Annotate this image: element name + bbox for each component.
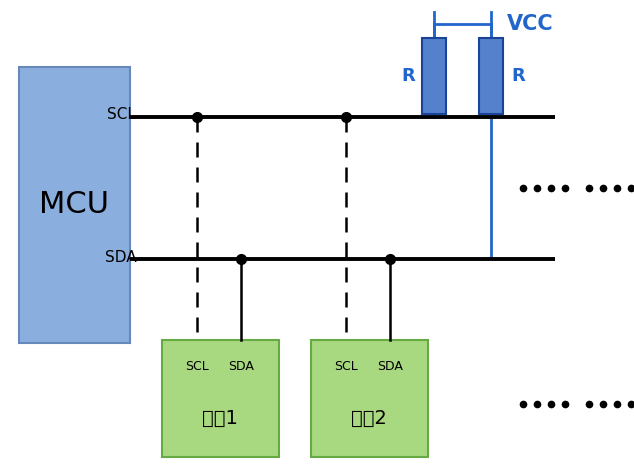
Text: 从机2: 从机2	[351, 409, 387, 428]
Text: VCC: VCC	[507, 14, 554, 34]
Bar	[311, 340, 428, 457]
Text: SDA: SDA	[377, 360, 403, 373]
Text: SDA: SDA	[228, 360, 254, 373]
Text: SDA: SDA	[105, 249, 136, 265]
Text: SCL: SCL	[334, 360, 358, 373]
Text: SCL: SCL	[107, 107, 136, 122]
Text: R: R	[401, 67, 415, 85]
Bar	[479, 38, 503, 114]
Bar	[422, 38, 446, 114]
Bar	[162, 340, 279, 457]
Text: R: R	[511, 67, 525, 85]
Text: MCU: MCU	[39, 190, 110, 219]
Text: SCL: SCL	[185, 360, 209, 373]
Bar	[19, 67, 130, 343]
Text: 从机1: 从机1	[202, 409, 238, 428]
